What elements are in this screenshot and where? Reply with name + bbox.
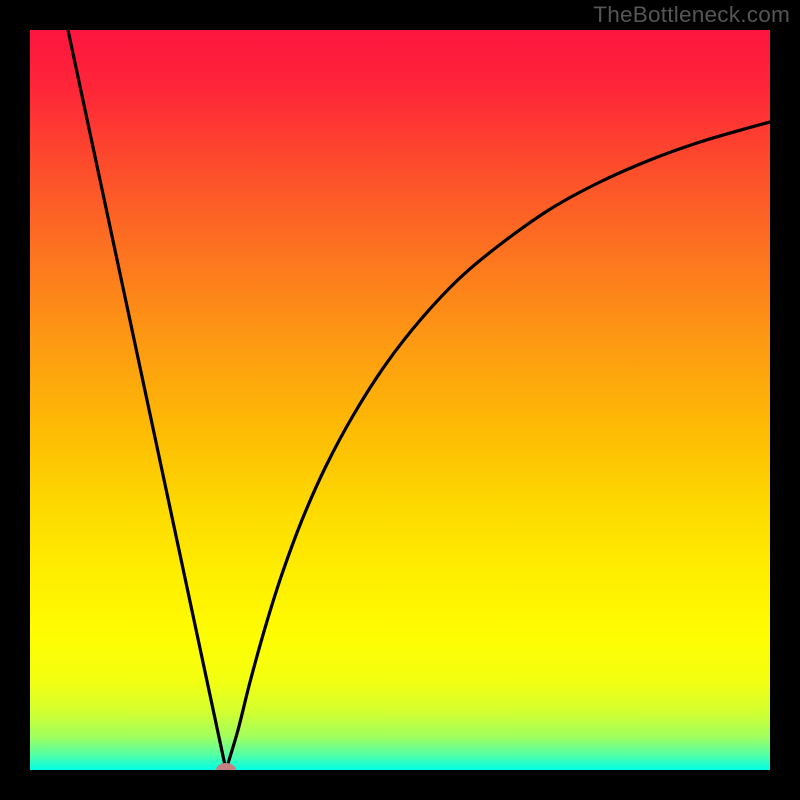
plot-background (30, 30, 770, 770)
plot-area (30, 30, 770, 777)
chart-svg (0, 0, 800, 800)
attribution-label: TheBottleneck.com (593, 2, 790, 28)
chart-stage: TheBottleneck.com (0, 0, 800, 800)
